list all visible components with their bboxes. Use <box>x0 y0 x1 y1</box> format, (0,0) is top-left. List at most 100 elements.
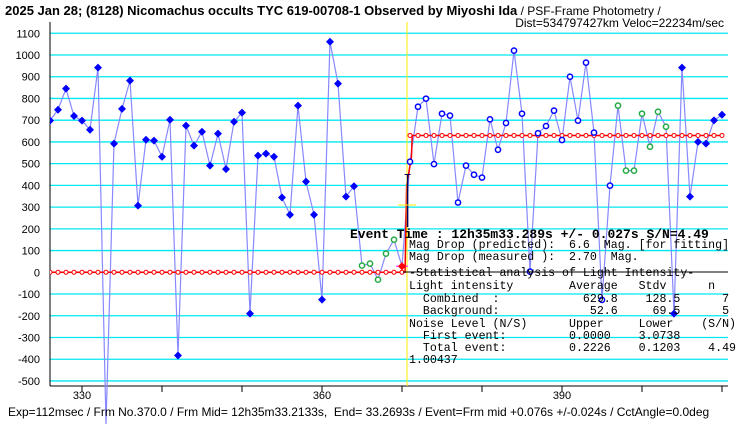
y-tick-label: 800 <box>22 93 40 105</box>
chart-title: 2025 Jan 28; (8128) Nicomachus occults T… <box>5 3 661 18</box>
chart-subtitle: Dist=534797427km Veloc=22234m/sec <box>515 16 724 30</box>
data-point-occulted <box>414 103 422 111</box>
model-point <box>431 132 437 138</box>
data-point-occulted <box>582 59 590 66</box>
results-line: First event: 0.0000 3.0738 <box>409 330 680 343</box>
data-point <box>334 79 342 88</box>
model-point <box>247 269 253 275</box>
data-point-baseline <box>374 276 382 284</box>
y-tick-label: 600 <box>22 137 40 149</box>
model-point <box>663 132 669 138</box>
data-point-occulted <box>446 112 454 119</box>
model-point <box>55 269 61 275</box>
model-point <box>567 132 573 138</box>
y-tick-label: 400 <box>22 180 40 192</box>
data-point <box>326 37 334 46</box>
data-series <box>50 37 726 360</box>
data-point <box>54 105 62 114</box>
model-point <box>295 269 301 275</box>
footer-info: Exp=112msec / Frm No.370.0 / Frm Mid= 12… <box>8 405 709 419</box>
model-point <box>239 269 245 275</box>
data-point-occulted <box>470 171 478 179</box>
model-point <box>287 269 293 275</box>
model-point <box>215 269 221 275</box>
data-point <box>166 115 174 124</box>
data-point <box>702 139 710 148</box>
y-tick-label: -200 <box>18 311 40 323</box>
y-tick-label: 0 <box>34 267 40 279</box>
data-point-occulted <box>462 162 470 169</box>
model-point <box>119 269 125 275</box>
data-point <box>254 151 262 160</box>
model-point <box>367 269 373 275</box>
data-point-occulted <box>574 117 582 124</box>
chart-title-suffix: / PSF-Frame Photometry / <box>517 4 661 18</box>
model-point <box>223 269 229 275</box>
event-time-label: Event Time : 12h35m33.289s +/- 0.027s S/… <box>350 227 709 242</box>
data-point-occulted <box>606 182 614 189</box>
y-tick-label: 300 <box>22 202 40 214</box>
model-point <box>135 269 141 275</box>
model-point <box>103 269 109 275</box>
data-point-occulted <box>598 296 606 304</box>
model-point <box>439 132 445 138</box>
data-point <box>174 351 182 360</box>
model-point <box>167 269 173 275</box>
model-point <box>279 269 285 275</box>
model-point <box>495 132 501 138</box>
model-point <box>327 269 333 275</box>
model-point <box>455 132 461 138</box>
data-point-baseline <box>614 102 622 109</box>
model-point <box>655 132 661 138</box>
data-point <box>246 309 254 318</box>
y-tick-label: -100 <box>18 289 40 301</box>
data-point <box>134 201 142 210</box>
data-point-occulted <box>494 146 502 154</box>
data-point <box>262 149 270 158</box>
data-point <box>118 104 126 113</box>
data-point <box>94 63 102 72</box>
data-point <box>222 165 230 174</box>
data-point <box>206 161 214 170</box>
model-point <box>543 132 549 138</box>
model-point <box>343 269 349 275</box>
data-point-baseline <box>382 250 390 257</box>
model-point <box>615 132 621 138</box>
data-point <box>230 117 238 126</box>
data-point <box>686 192 694 201</box>
model-point <box>63 269 69 275</box>
model-point <box>311 269 317 275</box>
data-point <box>126 76 134 85</box>
model-point <box>143 269 149 275</box>
model-point <box>479 132 485 138</box>
model-point <box>631 132 637 138</box>
model-point <box>207 269 213 275</box>
results-line: Light intensity Average Stdv n <box>409 280 715 293</box>
model-point <box>639 132 645 138</box>
model-point <box>191 269 197 275</box>
data-point <box>150 136 158 145</box>
model-point <box>527 132 533 138</box>
y-tick-label: 1100 <box>16 28 40 40</box>
x-axis: 330 360 390 <box>73 386 723 402</box>
data-point <box>110 139 118 148</box>
data-point-baseline <box>654 108 662 116</box>
results-line: Background: 52.6 69.5 5 <box>409 305 729 318</box>
data-point-baseline <box>366 260 374 267</box>
data-point-occulted <box>566 73 574 81</box>
x-tick-label: 390 <box>553 390 571 402</box>
data-point-occulted <box>486 115 494 123</box>
data-point <box>342 192 350 201</box>
model-point <box>383 269 389 275</box>
y-tick-label: 900 <box>22 72 40 84</box>
data-point <box>270 152 278 161</box>
data-point-occulted <box>422 95 430 103</box>
data-point <box>278 193 286 202</box>
model-point <box>503 132 509 138</box>
model-point <box>271 269 277 275</box>
results-line: Combined : 629.8 128.5 7 <box>409 293 729 306</box>
data-point-baseline <box>358 262 366 269</box>
data-point <box>718 110 726 119</box>
y-tick-label: -500 <box>18 376 40 388</box>
y-tick-label: -300 <box>18 332 40 344</box>
